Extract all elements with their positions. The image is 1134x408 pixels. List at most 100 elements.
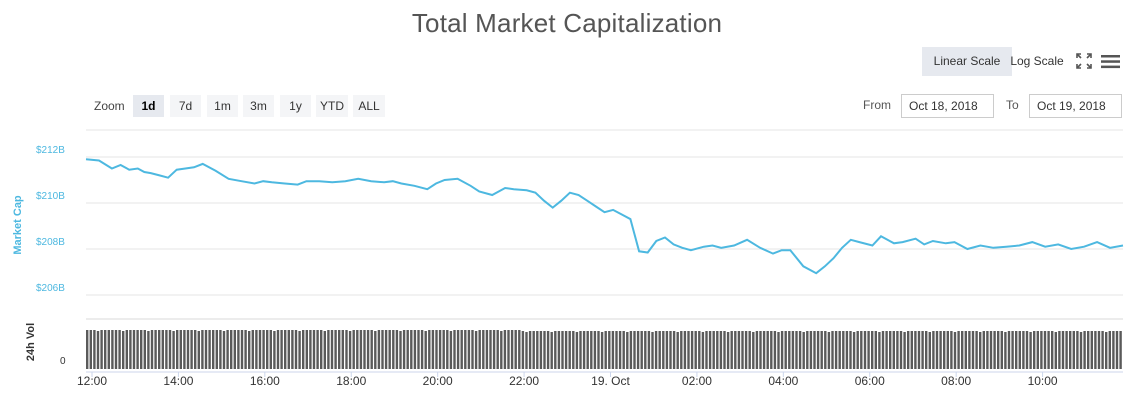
volume-bar [338,330,341,369]
volume-bar [766,331,769,369]
volume-bar [712,331,715,369]
volume-bar [291,330,294,369]
volume-bar [132,330,136,369]
volume-bar [410,330,413,369]
volume-bar [1065,331,1068,369]
volume-bar [543,331,546,369]
volume-bar [564,331,568,369]
volume-bar [298,331,301,369]
volume-bar [633,331,636,369]
volume-bar [136,330,139,369]
volume-bar [478,330,481,369]
volume-bar [453,330,456,369]
volume-bar [467,330,471,369]
volume-bar [579,331,582,369]
volume-bar [986,331,989,369]
log-scale-button[interactable]: Log Scale [1010,54,1064,68]
volume-bar [399,331,402,369]
volume-bar [417,330,420,369]
volume-bar [107,330,110,369]
volume-bar [604,331,607,369]
zoom-all-button[interactable]: ALL [353,95,385,117]
zoom-7d-button[interactable]: 7d [170,95,201,117]
volume-bar [348,331,352,369]
volume-bar [1043,331,1047,369]
volume-bar [867,331,870,369]
volume-bar [834,331,838,369]
y-axis-title-market-cap: Market Cap [12,195,24,255]
volume-bar [1108,331,1111,369]
volume-bar [233,330,236,369]
volume-bar [748,331,751,369]
volume-bar [744,331,748,369]
volume-bar [925,331,928,369]
chart-title: Total Market Capitalization [411,8,723,38]
volume-bar [997,331,1000,369]
fullscreen-icon[interactable] [1076,53,1092,69]
volume-bar [1097,331,1101,369]
volume-bar [1011,331,1014,369]
volume-bar [442,330,445,369]
y-axis-title-24h-vol: 24h Vol [25,323,37,361]
volume-bar [975,331,978,369]
volume-bar [953,332,957,369]
volume-bar [665,331,669,369]
volume-bar [248,331,251,369]
volume-bar [572,331,575,369]
volume-bar [608,331,611,369]
volume-bar [849,331,852,369]
volume-bar [856,331,859,369]
volume-bar [1054,332,1057,369]
volume-bar [334,330,337,369]
volume-bar [658,331,661,369]
y-tick-label: $206B [36,283,65,294]
volume-bar [190,330,193,369]
volume-bar [413,330,417,369]
volume-bar [1079,332,1083,369]
zoom-3m-button[interactable]: 3m [243,95,274,117]
volume-bar [809,331,813,369]
x-tick-label: 10:00 [1028,374,1058,388]
zoom-1d-button[interactable]: 1d [133,95,164,117]
volume-bar [590,331,593,369]
hamburger-menu-icon[interactable] [1101,54,1120,69]
volume-bar [1119,331,1122,369]
zoom-1m-button[interactable]: 1m [207,95,238,117]
volume-bar [460,330,463,369]
zoom-1y-button[interactable]: 1y [280,95,311,117]
volume-bar [258,330,262,369]
volume-bar [381,330,384,369]
volume-bar [615,331,618,369]
volume-bar [284,330,287,369]
range-to-label: To [1006,98,1019,112]
volume-bar [557,331,561,369]
range-to-input[interactable]: Oct 19, 2018 [1029,94,1122,118]
volume-bar [654,331,658,369]
volume-bar [147,331,150,369]
volume-bar [384,330,388,369]
volume-bar [939,331,942,369]
volume-bar [640,331,643,369]
volume-bar [431,330,435,369]
volume-bar [672,331,676,369]
volume-bar [971,331,975,369]
volume-bar [1047,331,1050,369]
volume-bar [705,331,708,369]
volume-bar [626,332,629,369]
volume-bar [1022,331,1025,369]
volume-bar [212,330,215,369]
volume-bar [273,331,276,369]
volume-bar [723,331,726,369]
volume-bar [568,331,571,369]
zoom-ytd-button[interactable]: YTD [316,95,348,117]
volume-bar [1029,332,1032,369]
volume-bar [852,332,856,369]
volume-bar [734,331,737,369]
volume-bar [582,331,586,369]
range-from-input[interactable]: Oct 18, 2018 [901,94,994,118]
volume-bar [629,331,633,369]
volume-bar [140,330,143,369]
volume-bar [780,331,784,369]
volume-bar [932,331,935,369]
linear-scale-button[interactable]: Linear Scale [922,47,1012,76]
